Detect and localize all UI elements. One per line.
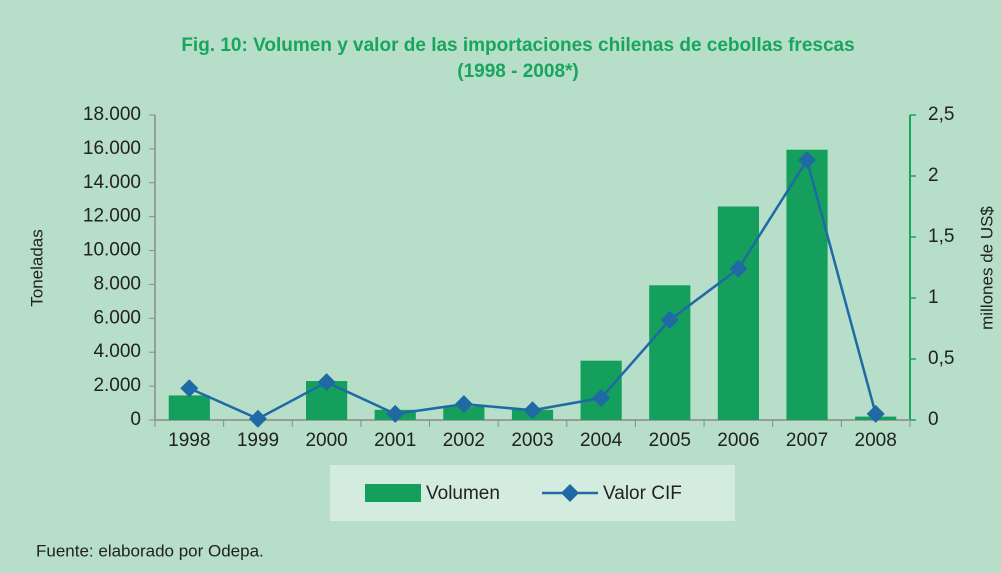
chart-subtitle: (1998 - 2008*) (457, 61, 578, 82)
y2-tick-label: 2,5 (928, 104, 954, 125)
x-tick-label: 2006 (717, 430, 759, 451)
chart-title: Fig. 10: Volumen y valor de las importac… (181, 35, 854, 56)
y-tick-label: 2.000 (93, 375, 141, 396)
y-tick-label: 0 (130, 409, 141, 430)
legend-label: Volumen (426, 483, 500, 504)
y-tick-label: 6.000 (93, 307, 141, 328)
x-tick-label: 1998 (168, 430, 210, 451)
y-tick-label: 18.000 (83, 104, 141, 125)
y2-tick-label: 1 (928, 287, 939, 308)
y-tick-label: 8.000 (93, 273, 141, 294)
y2-tick-label: 2 (928, 165, 939, 186)
bar (649, 285, 691, 420)
line-marker (592, 389, 611, 408)
line-marker (660, 310, 679, 329)
line-marker (317, 373, 336, 392)
line-marker (454, 395, 473, 414)
x-tick-label: 2001 (374, 430, 416, 451)
line-marker (798, 151, 817, 170)
legend-swatch (365, 484, 421, 502)
line-marker (729, 259, 748, 278)
x-tick-label: 2003 (511, 430, 553, 451)
x-tick-label: 1999 (237, 430, 279, 451)
x-tick-label: 2008 (855, 430, 897, 451)
y2-tick-label: 0 (928, 409, 939, 430)
y2-axis-label: millones de US$ (977, 206, 996, 330)
x-tick-label: 2005 (649, 430, 691, 451)
y2-tick-label: 0,5 (928, 348, 954, 369)
bar (443, 406, 485, 420)
y-tick-label: 10.000 (83, 240, 141, 261)
legend-marker (561, 484, 579, 502)
line-marker (386, 404, 405, 423)
line-marker (866, 404, 885, 423)
y-tick-label: 12.000 (83, 206, 141, 227)
x-tick-label: 2000 (305, 430, 347, 451)
y-tick-label: 16.000 (83, 138, 141, 159)
y-tick-label: 4.000 (93, 341, 141, 362)
legend-label: Valor CIF (603, 483, 682, 504)
line-marker (248, 409, 267, 428)
source-note: Fuente: elaborado por Odepa. (36, 541, 264, 560)
x-tick-label: 2002 (443, 430, 485, 451)
y2-tick-label: 1,5 (928, 226, 954, 247)
line-marker (523, 401, 542, 420)
x-tick-label: 2007 (786, 430, 828, 451)
line-marker (180, 379, 199, 398)
bar (786, 149, 828, 420)
bar (717, 206, 759, 420)
x-tick-label: 2004 (580, 430, 623, 451)
y-tick-label: 14.000 (83, 172, 141, 193)
y-axis-label: Toneladas (27, 229, 46, 307)
bar (168, 395, 210, 420)
